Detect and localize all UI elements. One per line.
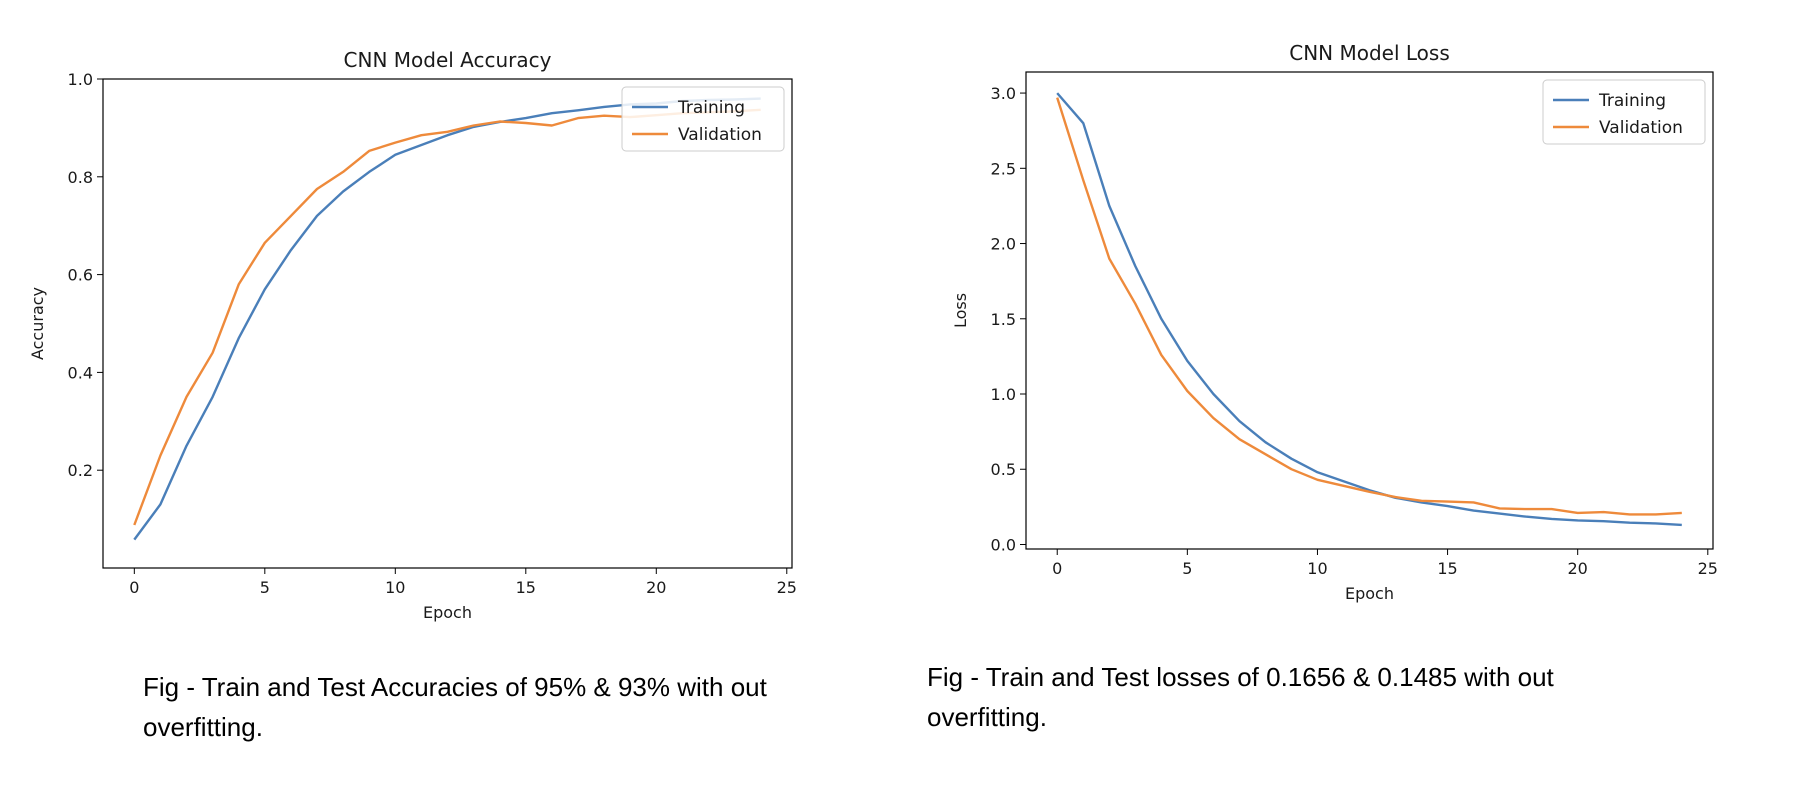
x-tick-label: 10: [385, 578, 405, 597]
y-tick-label: 1.0: [991, 385, 1016, 404]
legend-label-training: Training: [677, 98, 745, 118]
series-line-validation: [1056, 97, 1682, 516]
y-tick-label: 1.0: [68, 70, 93, 89]
y-tick-label: 0.4: [68, 363, 93, 382]
series-line-training: [133, 97, 761, 541]
x-tick-label: 20: [1568, 559, 1588, 578]
plot-frame: [1025, 71, 1714, 550]
accuracy-caption-line-1: Fig - Train and Test Accuracies of 95% &…: [143, 672, 767, 702]
loss-caption: Fig - Train and Test losses of 0.1656 & …: [927, 657, 1554, 737]
x-tick-label: 5: [260, 578, 270, 597]
x-tick-label: 15: [1437, 559, 1457, 578]
y-tick-label: 0.0: [991, 535, 1016, 554]
loss-caption-line-1: Fig - Train and Test losses of 0.1656 & …: [927, 662, 1554, 692]
x-tick-label: 15: [516, 578, 536, 597]
accuracy-caption: Fig - Train and Test Accuracies of 95% &…: [143, 667, 767, 747]
series-line-validation: [133, 108, 761, 526]
x-tick-label: 20: [646, 578, 666, 597]
y-tick-label: 3.0: [991, 84, 1016, 103]
x-tick-label: 25: [1698, 559, 1718, 578]
loss-chart: CNN Model Loss 0 5 10 15 20 25 0.0 0.5 1.0 1.5 2.0 2…: [951, 41, 1718, 603]
x-axis-label: Epoch: [423, 603, 472, 622]
series-line-training: [1056, 92, 1682, 527]
accuracy-chart: CNN Model Accuracy 0 5 10 15 20 25 0.2 0.4 0.6 0.8…: [28, 48, 797, 622]
y-tick-label: 1.5: [991, 310, 1016, 329]
y-tick-label: 2.5: [991, 159, 1016, 178]
plot-frame: [102, 78, 793, 569]
legend-label-validation: Validation: [678, 125, 762, 145]
y-tick-label: 2.0: [991, 235, 1016, 254]
x-axis-label: Epoch: [1345, 584, 1394, 603]
x-tick-label: 0: [129, 578, 139, 597]
x-tick-label: 25: [777, 578, 797, 597]
loss-caption-line-2: overfitting.: [927, 702, 1047, 732]
chart-title: CNN Model Loss: [1289, 41, 1450, 65]
y-tick-label: 0.6: [68, 266, 93, 285]
y-tick-label: 0.2: [68, 461, 93, 480]
legend-label-training: Training: [1598, 91, 1666, 111]
y-axis-label: Loss: [951, 293, 970, 328]
y-axis-label: Accuracy: [28, 287, 47, 360]
legend-label-validation: Validation: [1599, 118, 1683, 138]
chart-title: CNN Model Accuracy: [344, 48, 552, 72]
accuracy-caption-line-2: overfitting.: [143, 712, 263, 742]
x-tick-label: 0: [1052, 559, 1062, 578]
y-tick-label: 0.5: [991, 460, 1016, 479]
x-tick-label: 10: [1307, 559, 1327, 578]
y-tick-label: 0.8: [68, 168, 93, 187]
x-tick-label: 5: [1182, 559, 1192, 578]
